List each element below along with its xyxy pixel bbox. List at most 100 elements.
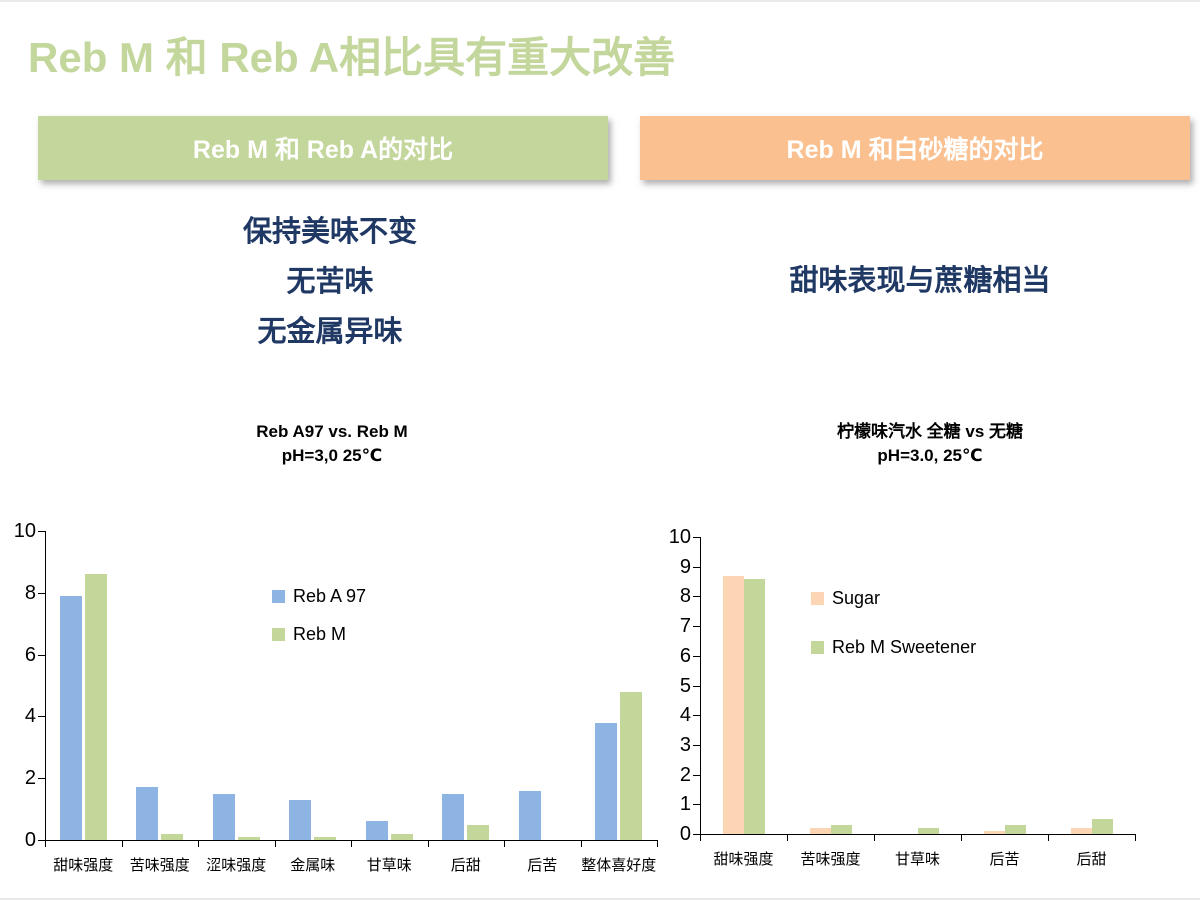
bar [1070,828,1092,834]
category-label: 后甜 [1076,851,1107,868]
legend-label: Sugar [832,588,881,608]
category-label: 甘草味 [894,851,940,868]
left-bar-chart: 0 2 4 6 8 10 甜味强度 苦味强度 涩味强度 金属味 甘草味 后甜 后苦 整体喜好度 Reb A … [0,502,680,897]
x-axis-line [700,834,1135,835]
y-tick-label: 9 [679,555,691,578]
legend-item: Reb M Sweetener [811,637,976,658]
y-tick-label: 6 [679,644,691,667]
left-chart-title-line2: pH=3,0 25℃ [281,446,383,465]
y-axis-tick [38,654,45,656]
legend-item: Sugar [811,588,880,609]
y-axis-tick [693,655,700,657]
bar [59,595,82,840]
legend-label: Reb A 97 [293,586,367,606]
x-axis-tick [700,834,701,841]
bar [722,575,744,834]
left-chart-title-line1: Reb A97 vs. Reb M [256,422,408,441]
y-tick-label: 0 [679,823,691,845]
legend-label: Reb M Sweetener [832,637,977,657]
y-axis-tick [38,531,45,532]
y-axis-tick [693,596,700,598]
category-label: 金属味 [290,857,336,874]
right-chart-title: 柠檬味汽水 全糖 vs 无糖 pH=3.0, 25℃ [770,420,1090,468]
bar [212,793,235,840]
bar [289,799,312,840]
bar [467,824,490,840]
bar [809,828,831,834]
category-label: 苦味强度 [129,857,190,874]
left-benefit-list: 保持美味不变 无苦味 无金属异味 [170,214,490,364]
x-axis-tick [121,840,123,847]
y-axis-tick [693,774,700,776]
banner-sugar-comparison: Reb M 和白砂糖的对比 [640,116,1190,180]
bar [314,836,337,840]
y-tick-label: 10 [668,526,691,548]
right-chart-title-line1: 柠檬味汽水 全糖 vs 无糖 [836,422,1024,441]
y-axis-tick [38,840,45,841]
right-benefit-statement: 甜味表现与蔗糖相当 [789,265,1051,297]
right-chart-title-line2: pH=3.0, 25℃ [877,446,983,465]
y-tick-label: 3 [679,733,691,756]
benefit-keep-taste: 保持美味不变 [242,216,417,248]
y-axis-tick [693,744,700,746]
category-label: 后苦 [989,851,1020,868]
y-tick-label: 7 [679,615,691,638]
x-axis-tick [351,840,352,847]
bar [1091,819,1113,834]
x-axis-tick [657,840,658,847]
category-label: 甘草味 [366,857,412,874]
bar [237,836,260,840]
x-axis-tick [427,840,429,847]
y-tick-label: 2 [24,767,36,790]
legend-swatch [272,590,285,603]
y-axis-tick [693,537,700,538]
y-tick-label: 0 [24,829,36,851]
y-axis-tick [38,778,45,780]
x-axis-tick [874,834,875,841]
y-tick-label: 4 [24,705,36,728]
legend-item: Reb M [272,624,346,645]
y-axis-tick [693,566,700,568]
category-label: 后苦 [527,857,558,874]
legend-label: Reb M [293,624,347,644]
y-tick-label: 10 [13,520,36,542]
page-title: Reb M 和 Reb A相比具有重大改善 [28,34,676,81]
legend-swatch [811,641,824,654]
y-axis-tick [693,834,700,835]
legend-swatch [811,592,824,605]
bar [1004,825,1026,834]
banner-reb-a-comparison: Reb M 和 Reb A的对比 [38,116,608,180]
category-label: 甜味强度 [53,857,114,874]
banner-sugar-comparison-label: Reb M 和白砂糖的对比 [786,136,1044,164]
y-axis-tick [693,685,700,687]
y-axis-tick [693,804,700,806]
y-tick-label: 5 [679,674,691,697]
x-axis-tick [961,834,962,841]
x-axis-tick [45,840,46,847]
x-axis-tick [580,840,582,847]
left-chart-title: Reb A97 vs. Reb M pH=3,0 25℃ [182,420,482,468]
legend-item: Reb A 97 [272,586,366,607]
y-axis-tick [38,592,45,594]
category-label: 甜味强度 [713,851,774,868]
y-tick-label: 8 [24,581,36,604]
bar [620,691,643,840]
x-axis-tick [198,840,199,847]
bar [84,574,107,840]
y-tick-label: 1 [679,793,691,816]
benefit-no-metallic: 无金属异味 [257,316,403,348]
x-axis-tick [1048,834,1049,841]
bar [442,793,465,840]
y-axis-line [45,531,46,841]
bar [830,825,852,834]
x-axis-tick [787,834,788,841]
x-axis-tick [274,840,276,847]
bar [983,831,1005,834]
bar [390,833,413,840]
y-axis-tick [693,626,700,628]
category-label: 涩味强度 [206,857,267,874]
x-axis-tick [1135,834,1136,841]
bar [595,722,618,840]
banner-reb-a-comparison-label: Reb M 和 Reb A的对比 [192,136,454,164]
